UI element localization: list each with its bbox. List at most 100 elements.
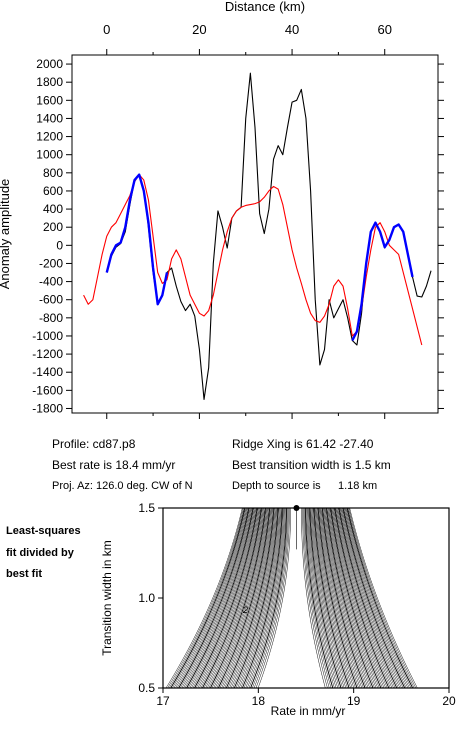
proj-az-text: Proj. Az: 126.0 deg. CW of N (52, 480, 193, 492)
contour-line (237, 508, 280, 688)
contour-line (322, 508, 367, 688)
contour-line (327, 508, 377, 688)
y-tick-label: 1800 (36, 75, 63, 89)
contour-line (320, 508, 363, 688)
contour-line (247, 508, 286, 688)
profile-text: Profile: cd87.p8 (52, 437, 136, 451)
contour-line (337, 508, 396, 688)
contour-line (325, 508, 374, 688)
contour-line (338, 508, 398, 688)
contour-line (175, 508, 248, 688)
contour-line (214, 508, 269, 688)
contour-line (306, 508, 335, 688)
contour-line (238, 508, 281, 688)
contour-line (306, 508, 337, 688)
rate-tick-label: 18 (252, 694, 266, 708)
contour-line (221, 508, 272, 688)
anomaly-chart: Distance (km) Anomaly amplitude 0 20 40 60 -… (0, 0, 444, 419)
side-label-line-1: Least-squares (6, 525, 81, 537)
contour-line (224, 508, 274, 688)
y-tick-label: 1000 (36, 148, 63, 162)
contour-line (229, 508, 276, 688)
contour-line (203, 508, 263, 688)
y-tick-label: -800 (39, 311, 63, 325)
side-label: Least-squares fit divided by best fit (6, 525, 81, 580)
contour-line (313, 508, 350, 688)
y-tick-label: 1600 (36, 93, 63, 107)
contour-line (176, 508, 249, 688)
contour-line (315, 508, 353, 688)
contour-line (202, 508, 262, 688)
contour-line (195, 508, 259, 688)
contour-line (194, 508, 258, 688)
y-tick-label: 2000 (36, 57, 63, 71)
contour-line (205, 508, 264, 688)
contour-line (345, 508, 410, 688)
contour-line (325, 508, 372, 688)
contour-line (343, 508, 407, 688)
contour-line (252, 508, 288, 688)
contour-line (318, 508, 359, 688)
contour-line (233, 508, 279, 688)
y-tick-label: -400 (39, 275, 63, 289)
y-tick-label: 0 (56, 238, 63, 252)
contour-line (330, 508, 382, 688)
contour-line (304, 508, 332, 688)
contour-line (302, 508, 328, 688)
contour-line (304, 508, 334, 688)
contour-line (255, 508, 290, 688)
contour-line (339, 508, 399, 688)
contour-line (178, 508, 250, 688)
contour-line (334, 508, 390, 688)
contour-value-label: 2 (242, 605, 248, 615)
contour-line (324, 508, 371, 688)
ridge-xing-text: Ridge Xing is 61.42 -27.40 (232, 437, 374, 451)
contour-line (211, 508, 267, 688)
contour-line (168, 508, 245, 688)
contour-line (235, 508, 280, 688)
contour-line (311, 508, 345, 688)
side-label-line-3: best fit (6, 568, 42, 580)
contour-line (208, 508, 265, 688)
contour-line (188, 508, 255, 688)
series-line-blue (105, 173, 169, 306)
contour-line (232, 508, 278, 688)
contour-line (186, 508, 254, 688)
contour-line (217, 508, 271, 688)
contour-line (332, 508, 386, 688)
contour-line (317, 508, 358, 688)
contour-line (301, 508, 326, 688)
contour-line (342, 508, 406, 688)
contour-line (213, 508, 268, 688)
contour-line (309, 508, 342, 688)
contour-line (335, 508, 391, 688)
contour-line (337, 508, 394, 688)
contour-line (173, 508, 247, 688)
contour-line (245, 508, 285, 688)
contour-line (340, 508, 401, 688)
side-label-line-2: fit divided by (6, 547, 75, 559)
contour-line (346, 508, 414, 688)
rate-tick-label: 20 (442, 694, 456, 708)
contour-line (303, 508, 330, 688)
y-tick-label: 1400 (36, 111, 63, 125)
rate-axis-title: Rate in mm/yr (271, 704, 346, 718)
contour-line (321, 508, 366, 688)
contour-line (344, 508, 409, 688)
contour-line (332, 508, 385, 688)
y-tick-label: 400 (43, 202, 63, 216)
contour-line (323, 508, 369, 688)
contour-line (207, 508, 265, 688)
contour-line (311, 508, 347, 688)
contour-line (184, 508, 253, 688)
x-tick-label: 40 (285, 22, 299, 37)
y-tick-label: -1600 (32, 383, 63, 397)
width-tick-label: 1.0 (138, 591, 155, 605)
y-tick-label: 600 (43, 184, 63, 198)
contour-line (321, 508, 364, 688)
contour-line (316, 508, 355, 688)
contour-line (341, 508, 404, 688)
depth-text: Depth to source is (232, 480, 321, 492)
x-tick-label: 20 (192, 22, 206, 37)
